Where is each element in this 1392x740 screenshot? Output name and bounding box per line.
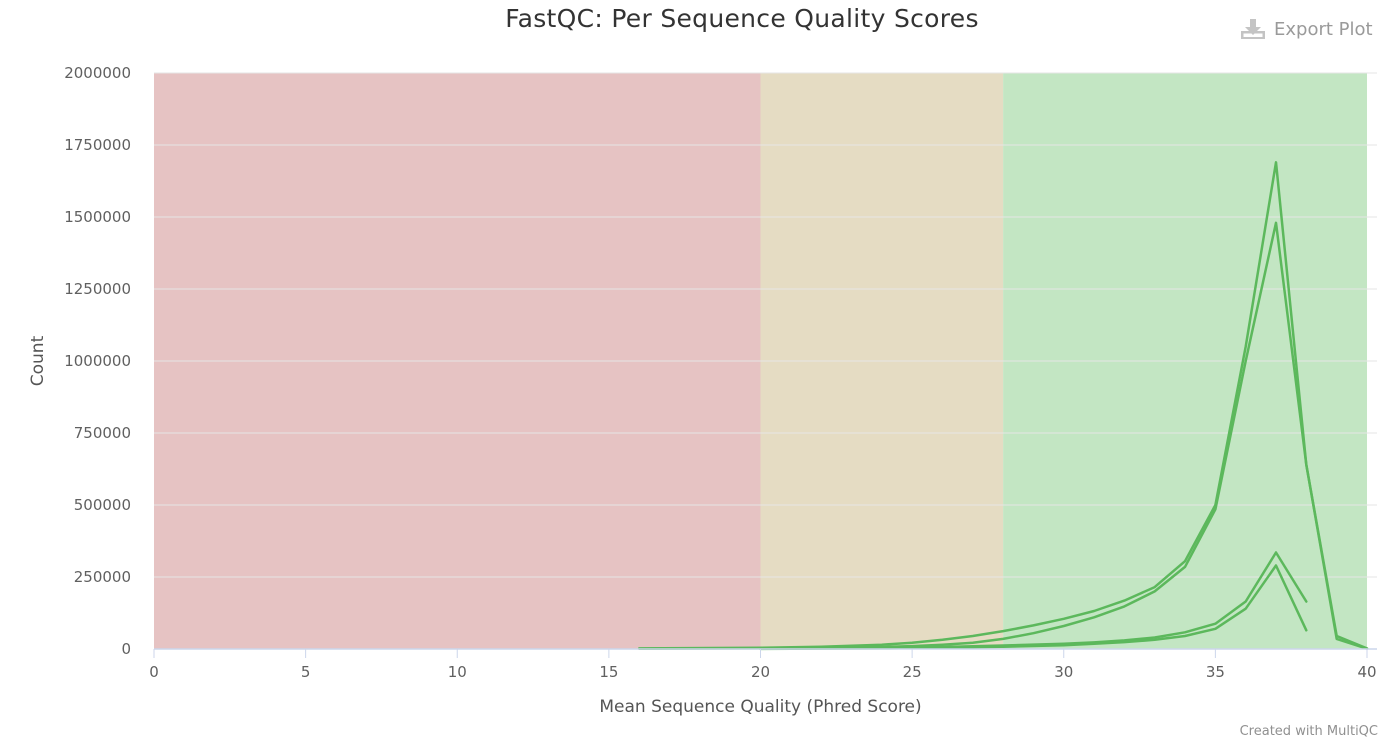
download-icon — [1241, 19, 1265, 39]
x-tick-label: 40 — [1357, 663, 1376, 681]
series-line-1 — [637, 161, 1369, 650]
export-plot-label: Export Plot — [1274, 18, 1373, 40]
multiqc-credit: Created with MultiQC — [1239, 724, 1378, 739]
x-tick-label: 5 — [301, 663, 311, 681]
y-tick-label: 1500000 — [64, 208, 131, 226]
x-tick-label: 15 — [599, 663, 618, 681]
y-tick-label: 250000 — [74, 568, 131, 586]
y-tick-label: 1250000 — [64, 280, 131, 298]
y-tick-label: 2000000 — [64, 64, 131, 82]
series-line-4 — [759, 564, 1308, 651]
chart-title: FastQC: Per Sequence Quality Scores — [505, 4, 979, 33]
x-tick-label: 30 — [1054, 663, 1073, 681]
x-tick-label: 25 — [903, 663, 922, 681]
y-tick-label: 1000000 — [64, 352, 131, 370]
y-tick-label: 1750000 — [64, 136, 131, 154]
x-tick-label: 20 — [751, 663, 770, 681]
y-tick-label: 750000 — [74, 424, 131, 442]
x-tick-label: 10 — [448, 663, 467, 681]
export-plot-button[interactable]: Export Plot — [1240, 15, 1373, 43]
x-tick-label: 35 — [1206, 663, 1225, 681]
x-tick-label: 0 — [149, 663, 159, 681]
x-axis-title: Mean Sequence Quality (Phred Score) — [599, 697, 921, 717]
y-tick-label: 0 — [121, 640, 131, 658]
y-axis-title: Count — [28, 335, 48, 386]
y-tick-label: 500000 — [74, 496, 131, 514]
